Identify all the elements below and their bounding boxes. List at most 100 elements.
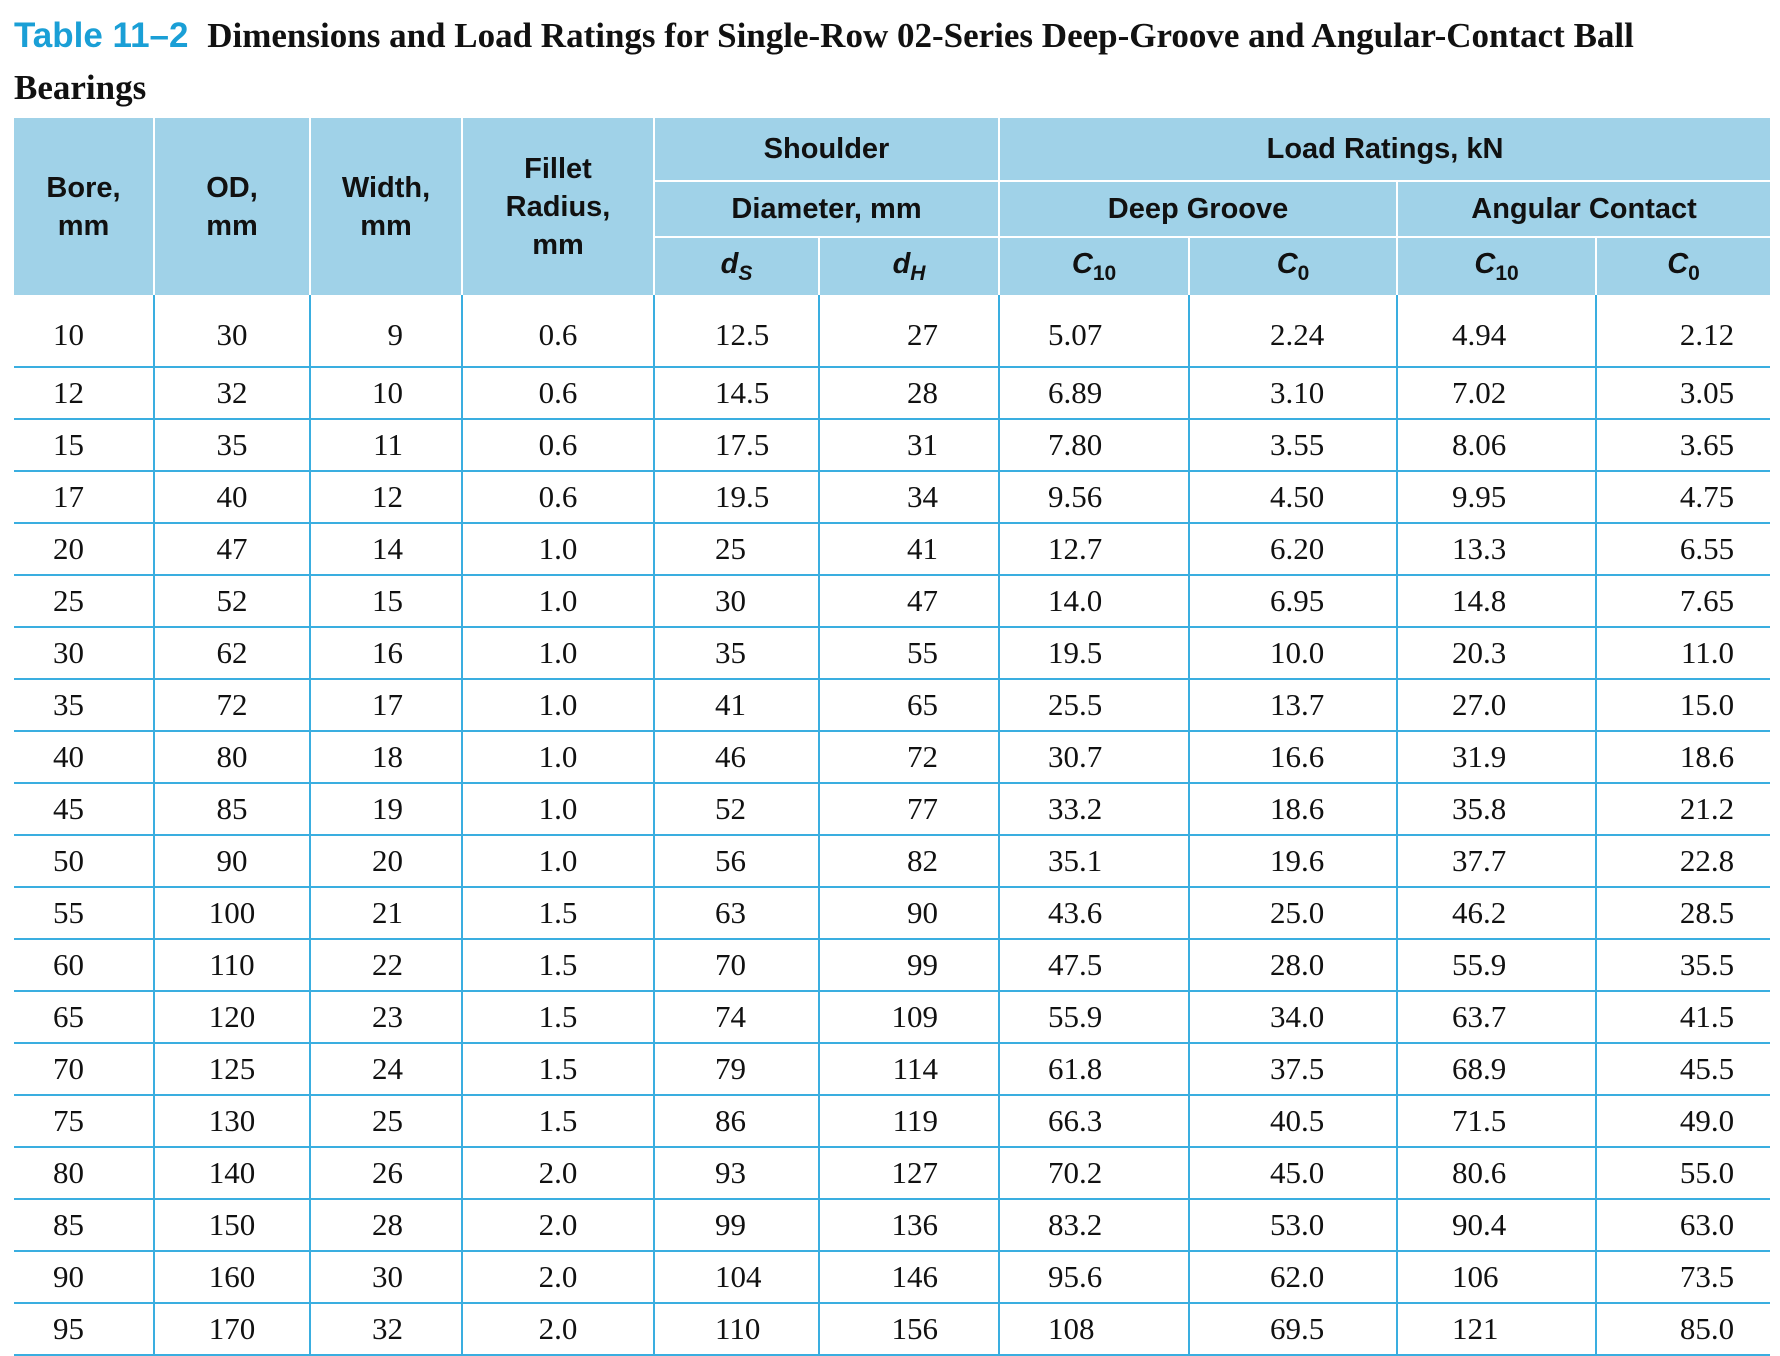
table-cell: 19.6: [1188, 835, 1398, 888]
table-cell: 45.5: [1595, 1043, 1771, 1096]
table-row: 10 30 9 0.6 12.5 27 5.07 2.24 4.94 2.12: [14, 295, 1771, 368]
table-cell: 45.0: [1188, 1147, 1398, 1200]
table-cell: 35.1: [998, 835, 1190, 888]
table-cell: 17.5: [653, 419, 819, 472]
table-cell: 85.0: [1595, 1303, 1771, 1356]
table-cell: 32: [309, 1303, 462, 1356]
table-cell: 108: [998, 1303, 1190, 1356]
table-cell: 90.4: [1396, 1199, 1597, 1252]
table-cell: 56: [653, 835, 819, 888]
table-cell: 0.6: [461, 367, 654, 420]
table-cell: 85: [153, 783, 310, 836]
table-cell: 25.5: [998, 679, 1190, 732]
table-cell: 35.5: [1595, 939, 1771, 992]
table-cell: 93: [653, 1147, 819, 1200]
table-cell: 35: [653, 627, 819, 680]
table-cell: 12: [309, 471, 462, 524]
table-cell: 20.3: [1396, 627, 1597, 680]
table-cell: 14: [309, 523, 462, 576]
table-cell: 82: [817, 835, 1000, 888]
table-cell: 52: [653, 783, 819, 836]
table-cell: 9.95: [1396, 471, 1597, 524]
table-cell: 1.0: [461, 627, 654, 680]
table-cell: 71.5: [1396, 1095, 1597, 1148]
table-cell: 37.7: [1396, 835, 1597, 888]
table-cell: 35: [153, 419, 310, 472]
table-cell: 2.0: [461, 1303, 654, 1356]
table-cell: 21: [309, 887, 462, 940]
table-cell: 83.2: [998, 1199, 1190, 1252]
table-row: 60 110 22 1.5 70 99 47.5 28.0 55.9 35.5: [14, 939, 1771, 992]
table-cell: 125: [153, 1043, 310, 1096]
table-cell: 3.55: [1188, 419, 1398, 472]
table-cell: 27.0: [1396, 679, 1597, 732]
table-cell: 110: [153, 939, 310, 992]
table-cell: 72: [817, 731, 1000, 784]
table-cell: 109: [817, 991, 1000, 1044]
table-row: 15 35 11 0.6 17.5 31 7.80 3.55 8.06 3.65: [14, 419, 1771, 472]
table-cell: 46.2: [1396, 887, 1597, 940]
table-cell: 14.5: [653, 367, 819, 420]
table-cell: 35.8: [1396, 783, 1597, 836]
group-header-shoulder: Shoulder: [652, 118, 1000, 181]
table-cell: 9.56: [998, 471, 1190, 524]
table-cell: 15: [14, 419, 154, 472]
table-cell: 18.6: [1188, 783, 1398, 836]
col-header-bore: Bore, mm: [14, 118, 154, 295]
table-cell: 62: [153, 627, 310, 680]
table-cell: 18.6: [1595, 731, 1771, 784]
table-cell: 170: [153, 1303, 310, 1356]
table-cell: 2.0: [461, 1147, 654, 1200]
table-cell: 41: [653, 679, 819, 732]
table-cell: 37.5: [1188, 1043, 1398, 1096]
table-cell: 1.5: [461, 1043, 654, 1096]
table-cell: 17: [14, 471, 154, 524]
table-cell: 16.6: [1188, 731, 1398, 784]
table-cell: 68.9: [1396, 1043, 1597, 1096]
table-cell: 30: [153, 295, 310, 368]
col-header-deep-c0: C0: [1188, 236, 1398, 295]
table-cell: 72: [153, 679, 310, 732]
table-cell: 34.0: [1188, 991, 1398, 1044]
table-cell: 106: [1396, 1251, 1597, 1304]
table-cell: 20: [309, 835, 462, 888]
table-cell: 55.0: [1595, 1147, 1771, 1200]
table-row: 40 80 18 1.0 46 72 30.7 16.6 31.9 18.6: [14, 731, 1771, 784]
table-row: 30 62 16 1.0 35 55 19.5 10.0 20.3 11.0: [14, 627, 1771, 680]
table-cell: 95.6: [998, 1251, 1190, 1304]
table-cell: 7.80: [998, 419, 1190, 472]
table-cell: 90: [14, 1251, 154, 1304]
table-cell: 4.94: [1396, 295, 1597, 368]
group-header-load-ratings: Load Ratings, kN: [998, 118, 1771, 181]
table-body: 10 30 9 0.6 12.5 27 5.07 2.24 4.94 2.12 12 32 10 0.6 1…: [14, 295, 1771, 1356]
table-cell: 27: [817, 295, 1000, 368]
table-cell: 110: [653, 1303, 819, 1356]
table-cell: 75: [14, 1095, 154, 1148]
table-cell: 2.0: [461, 1251, 654, 1304]
table-cell: 4.50: [1188, 471, 1398, 524]
col-header-ds: dS: [653, 236, 819, 295]
table-cell: 55.9: [998, 991, 1190, 1044]
table-caption: Table 11–2 Dimensions and Load Ratings f…: [14, 10, 1754, 114]
table-cell: 40: [14, 731, 154, 784]
table-cell: 136: [817, 1199, 1000, 1252]
table-cell: 26: [309, 1147, 462, 1200]
table-row: 35 72 17 1.0 41 65 25.5 13.7 27.0 15.0: [14, 679, 1771, 732]
table-cell: 31.9: [1396, 731, 1597, 784]
table-cell: 17: [309, 679, 462, 732]
table-row: 20 47 14 1.0 25 41 12.7 6.20 13.3 6.55: [14, 523, 1771, 576]
table-cell: 35: [14, 679, 154, 732]
table-cell: 49.0: [1595, 1095, 1771, 1148]
table-cell: 65: [14, 991, 154, 1044]
table-cell: 100: [153, 887, 310, 940]
table-cell: 90: [153, 835, 310, 888]
table-cell: 1.5: [461, 991, 654, 1044]
table-cell: 156: [817, 1303, 1000, 1356]
table-cell: 1.0: [461, 835, 654, 888]
table-cell: 28.0: [1188, 939, 1398, 992]
table-row: 65 120 23 1.5 74 109 55.9 34.0 63.7 41.5: [14, 991, 1771, 1044]
table-row: 70 125 24 1.5 79 114 61.8 37.5 68.9 45.5: [14, 1043, 1771, 1096]
table-cell: 73.5: [1595, 1251, 1771, 1304]
table-cell: 79: [653, 1043, 819, 1096]
table-cell: 5.07: [998, 295, 1190, 368]
